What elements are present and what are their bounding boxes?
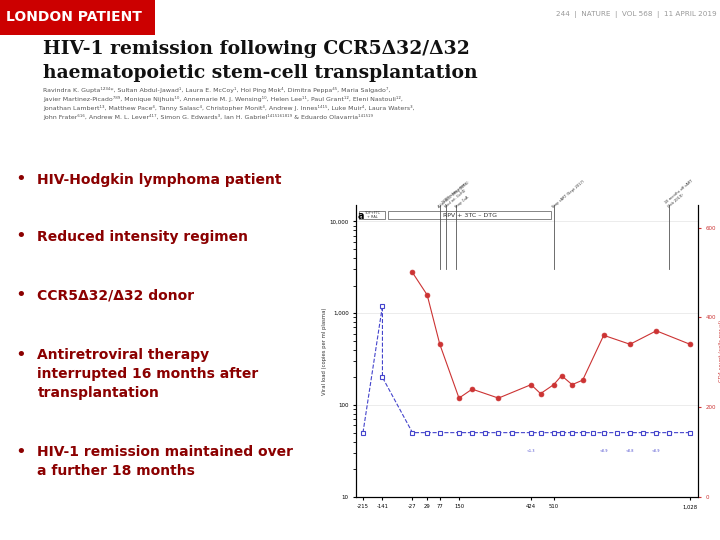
Text: Antiretroviral therapy
interrupted 16 months after
transplantation: Antiretroviral therapy interrupted 16 mo… (37, 348, 258, 400)
Text: <0.9: <0.9 (652, 449, 660, 453)
Text: RPV + 3TC – DTG: RPV + 3TC – DTG (443, 213, 497, 218)
Bar (359, 211, 385, 219)
Text: 18 months off cART
(Feb 2019): 18 months off cART (Feb 2019) (665, 179, 697, 208)
Text: •: • (15, 443, 25, 461)
Text: LONDON PATIENT: LONDON PATIENT (6, 10, 142, 24)
Y-axis label: Viral load (copies per ml plasma): Viral load (copies per ml plasma) (322, 307, 327, 395)
Bar (388, 211, 551, 219)
Text: <0.9: <0.9 (600, 449, 608, 453)
Text: Ravindra K. Gupta¹²³⁴*, Sultan Abdul-Jawad¹, Laura E. McCoy¹, Hoi Ping Mok⁴, Dim: Ravindra K. Gupta¹²³⁴*, Sultan Abdul-Jaw… (43, 87, 415, 120)
Text: haematopoietic stem-cell transplantation: haematopoietic stem-cell transplantation (43, 64, 478, 82)
Text: HIV-Hodgkin lymphoma patient: HIV-Hodgkin lymphoma patient (37, 173, 282, 187)
Bar (0, 0, 155, 35)
Text: •: • (15, 346, 25, 363)
Text: •: • (15, 227, 25, 245)
Text: •: • (15, 286, 25, 304)
Text: 244  |  NATURE  |  VOL 568  |  11 APRIL 2019: 244 | NATURE | VOL 568 | 11 APRIL 2019 (556, 11, 716, 18)
Text: Stop CsA: Stop CsA (454, 195, 469, 208)
Text: TDF+FTC
+ RAL: TDF+FTC + RAL (364, 211, 380, 219)
Text: HIV-1 remission following CCR5Δ32/Δ32: HIV-1 remission following CCR5Δ32/Δ32 (43, 40, 470, 58)
Text: <1.3: <1.3 (527, 449, 536, 453)
Text: Reduced intensity regimen: Reduced intensity regimen (37, 230, 248, 244)
Text: •: • (15, 170, 25, 188)
Text: a: a (358, 211, 364, 221)
Text: Stop cART (Sept 2017): Stop cART (Sept 2017) (552, 179, 586, 208)
Text: CCR5Δ32/Δ32 donor: CCR5Δ32/Δ32 donor (37, 289, 194, 303)
Text: <0.8: <0.8 (626, 449, 634, 453)
Text: HIV-1 remission maintained over
a further 18 months: HIV-1 remission maintained over a furthe… (37, 446, 294, 478)
Text: Allo-HSCT (May 2016): Allo-HSCT (May 2016) (438, 180, 471, 208)
Text: 100% chimerism
Mod int. GvHD: 100% chimerism Mod int. GvHD (441, 182, 470, 208)
